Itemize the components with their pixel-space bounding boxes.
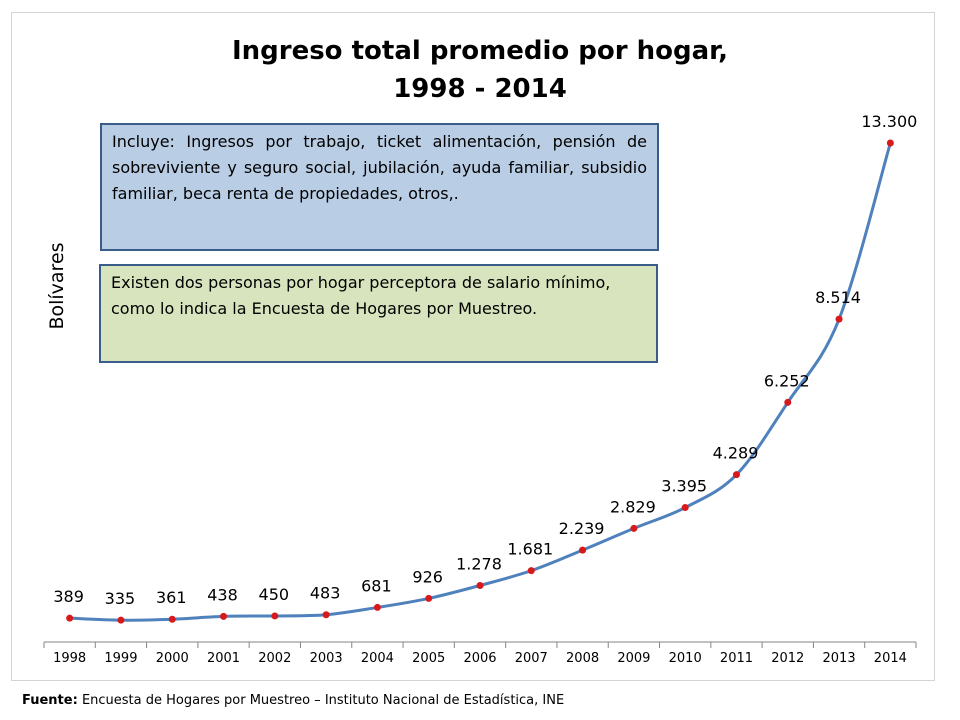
data-point-marker bbox=[784, 398, 792, 406]
data-point-marker bbox=[220, 612, 228, 620]
data-label: 361 bbox=[156, 588, 187, 607]
source-note: Fuente: Encuesta de Hogares por Muestreo… bbox=[22, 693, 564, 708]
chart-title: Ingreso total promedio por hogar, 1998 -… bbox=[0, 32, 960, 108]
x-tick-label: 2013 bbox=[823, 651, 856, 666]
data-label: 8.514 bbox=[815, 288, 861, 307]
x-tick-label: 2002 bbox=[258, 651, 291, 666]
data-label: 1.681 bbox=[507, 540, 553, 559]
x-tick-label: 2010 bbox=[669, 651, 702, 666]
chart-title-line-2: 1998 - 2014 bbox=[393, 74, 567, 104]
data-point-marker bbox=[527, 567, 535, 575]
x-tick-label: 2008 bbox=[566, 651, 599, 666]
x-tick-label: 2006 bbox=[463, 651, 496, 666]
x-tick-label: 2009 bbox=[617, 651, 650, 666]
data-label: 926 bbox=[412, 567, 443, 586]
source-label: Fuente: bbox=[22, 693, 78, 708]
x-tick-label: 2004 bbox=[361, 651, 394, 666]
data-label: 2.829 bbox=[610, 497, 656, 516]
x-tick-label: 2001 bbox=[207, 651, 240, 666]
data-point-marker bbox=[579, 546, 587, 554]
data-point-marker bbox=[630, 524, 638, 532]
note-box-persons: Existen dos personas por hogar perceptor… bbox=[99, 264, 658, 363]
data-point-marker bbox=[168, 615, 176, 623]
data-label: 335 bbox=[105, 589, 136, 608]
x-tick-label: 2005 bbox=[412, 651, 445, 666]
x-tick-label: 2000 bbox=[156, 651, 189, 666]
note-box-includes: Incluye: Ingresos por trabajo, ticket al… bbox=[100, 123, 659, 251]
data-label: 2.239 bbox=[559, 519, 605, 538]
x-tick-label: 2011 bbox=[720, 651, 753, 666]
data-label: 681 bbox=[361, 576, 392, 595]
data-point-marker bbox=[66, 614, 74, 622]
data-point-marker bbox=[322, 611, 330, 619]
data-label: 1.278 bbox=[456, 554, 502, 573]
chart-title-line-1: Ingreso total promedio por hogar, bbox=[231, 36, 729, 66]
data-label: 389 bbox=[53, 587, 84, 606]
x-tick-label: 1998 bbox=[53, 651, 86, 666]
data-label: 6.252 bbox=[764, 371, 810, 390]
data-point-marker bbox=[425, 594, 433, 602]
data-point-marker bbox=[476, 581, 484, 589]
x-tick-label: 1999 bbox=[104, 651, 137, 666]
source-text: Encuesta de Hogares por Muestreo – Insti… bbox=[81, 693, 565, 708]
data-label: 450 bbox=[259, 585, 290, 604]
data-point-marker bbox=[886, 139, 894, 147]
data-label: 4.289 bbox=[713, 444, 759, 463]
data-point-marker bbox=[732, 471, 740, 479]
data-point-marker bbox=[681, 504, 689, 512]
data-label: 438 bbox=[207, 585, 238, 604]
data-point-marker bbox=[835, 315, 843, 323]
x-tick-label: 2014 bbox=[874, 651, 907, 666]
data-point-marker bbox=[271, 612, 279, 620]
data-label: 483 bbox=[310, 584, 341, 603]
x-tick-label: 2007 bbox=[515, 651, 548, 666]
data-label: 3.395 bbox=[661, 477, 707, 496]
data-point-marker bbox=[373, 603, 381, 611]
data-point-marker bbox=[117, 616, 125, 624]
x-tick-label: 2003 bbox=[310, 651, 343, 666]
data-label: 13.300 bbox=[861, 112, 917, 131]
x-tick-label: 2012 bbox=[771, 651, 804, 666]
